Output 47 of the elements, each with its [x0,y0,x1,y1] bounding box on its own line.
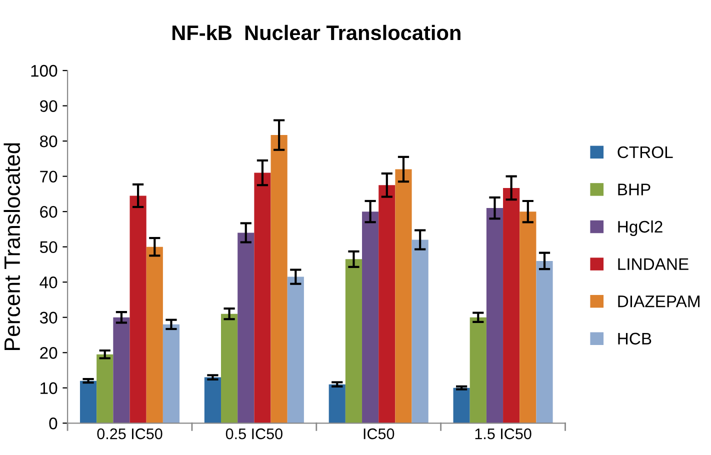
bar [270,135,288,424]
y-tick-label: 10 [40,382,58,394]
bar [345,259,362,424]
legend-label: DIAZEPAM [618,296,700,308]
bar [221,314,238,424]
bar [204,377,221,424]
bar [536,260,553,424]
y-tick-label: 80 [40,135,58,148]
y-tick-label: 60 [40,206,58,218]
bar [146,246,163,424]
bar [412,240,428,424]
legend-label: BHP [618,184,650,196]
y-tick-label: 50 [40,241,58,254]
legend-label: HCB [618,332,652,345]
bar [287,276,304,424]
bar [378,185,396,424]
legend-label: HgCl2 [618,220,662,236]
y-tick-label: 90 [40,100,58,112]
y-tick-label: 40 [40,276,58,288]
chart-title: NF-kB Nuclear Translocation [172,24,460,40]
y-tick-label: 100 [31,64,58,77]
y-axis-title: Percent Translocated [4,143,20,350]
bar [470,317,486,424]
bar [254,172,271,424]
bar [362,212,379,424]
y-tick-label: 20 [40,347,58,359]
bar [80,380,97,424]
x-tick-label: 0.5 IC50 [226,428,282,440]
bar [520,212,536,424]
legend-label: LINDANE [618,258,688,270]
y-tick-label: 70 [40,170,58,183]
x-tick-label: 1.5 IC50 [475,428,532,440]
bar [328,384,346,424]
bar [486,208,504,424]
bar [113,317,130,424]
legend-label: CTROL [618,146,673,158]
x-tick-label: IC50 [364,428,394,440]
y-tick-label: 0 [49,418,58,430]
x-tick-label: 0.25 IC50 [97,428,162,440]
bar [130,196,146,424]
bar [453,388,470,424]
bar [503,188,520,424]
bar [238,232,254,424]
bar [96,354,114,424]
y-tick-label: 30 [40,312,58,324]
bar [395,169,412,424]
bar [162,324,180,424]
